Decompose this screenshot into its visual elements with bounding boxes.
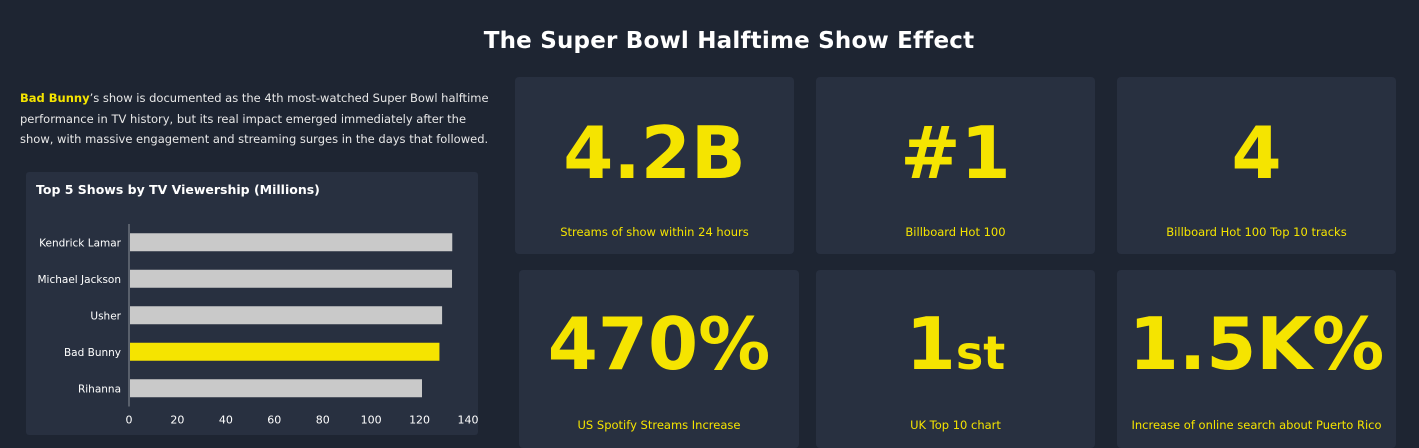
stat-label-uk-chart: UK Top 10 chart <box>910 418 1001 432</box>
chart-category-label: Kendrick Lamar <box>39 237 122 249</box>
stat-card-streams: 4.2B Streams of show within 24 hours <box>515 77 794 254</box>
stat-label-top10-tracks: Billboard Hot 100 Top 10 tracks <box>1166 225 1347 239</box>
stat-label-puerto-rico-search: Increase of online search about Puerto R… <box>1131 418 1382 432</box>
intro-highlight: Bad Bunny <box>20 91 90 105</box>
chart-bar <box>130 379 422 398</box>
chart-x-tick-label: 140 <box>458 414 479 427</box>
stat-value-spotify-increase: 470% <box>547 302 771 386</box>
stat-value-uk-chart: 1st <box>905 302 1006 386</box>
intro-text: ’s show is documented as the 4th most-wa… <box>20 91 489 146</box>
chart-bar <box>130 233 453 252</box>
page-title: The Super Bowl Halftime Show Effect <box>483 28 975 54</box>
chart-category-label: Rihanna <box>78 383 121 395</box>
chart-x-tick-label: 40 <box>219 414 233 427</box>
stat-card-spotify-increase: 470% US Spotify Streams Increase <box>519 270 799 448</box>
chart-bar <box>130 269 453 288</box>
stat-value-puerto-rico-search: 1.5K% <box>1128 302 1385 386</box>
chart-title: Top 5 Shows by TV Viewership (Millions) <box>36 182 320 197</box>
stat-value-billboard-rank: #1 <box>900 111 1011 195</box>
chart-x-tick-label: 0 <box>126 414 133 427</box>
viewership-bar-chart: Kendrick Lamar Michael Jackson Usher Bad Bu… <box>38 224 479 427</box>
stat-card-top10-tracks: 4 Billboard Hot 100 Top 10 tracks <box>1117 77 1396 254</box>
stat-card-uk-chart: 1st UK Top 10 chart <box>816 270 1095 448</box>
stat-card-billboard-rank: #1 Billboard Hot 100 <box>816 77 1095 254</box>
chart-x-tick-label: 20 <box>170 414 184 427</box>
intro-paragraph: Bad Bunny’s show is documented as the 4t… <box>20 88 495 150</box>
chart-category-label: Michael Jackson <box>38 274 122 286</box>
stat-label-spotify-increase: US Spotify Streams Increase <box>577 418 741 432</box>
chart-x-tick-label: 80 <box>316 414 330 427</box>
chart-category-label: Bad Bunny <box>64 347 121 359</box>
chart-x-tick-label: 100 <box>361 414 382 427</box>
viewership-chart-card: Top 5 Shows by TV Viewership (Millions) … <box>26 172 478 435</box>
chart-category-label: Usher <box>90 310 121 322</box>
stat-value-top10-tracks: 4 <box>1231 111 1282 195</box>
stat-label-billboard-rank: Billboard Hot 100 <box>905 225 1006 239</box>
stat-label-streams: Streams of show within 24 hours <box>560 225 749 239</box>
stat-card-puerto-rico-search: 1.5K% Increase of online search about Pu… <box>1117 270 1396 448</box>
chart-bar <box>130 306 443 325</box>
chart-bar <box>130 342 440 361</box>
stat-value-streams: 4.2B <box>563 111 746 195</box>
chart-x-tick-label: 120 <box>409 414 430 427</box>
chart-x-tick-label: 60 <box>267 414 281 427</box>
